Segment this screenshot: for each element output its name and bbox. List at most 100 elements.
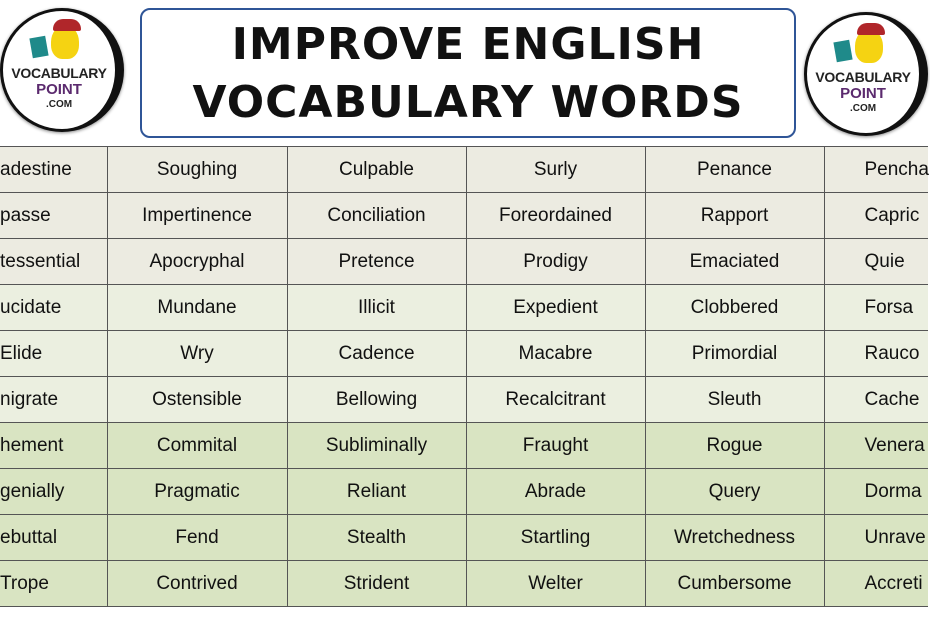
word: Culpable — [339, 158, 414, 180]
word: Ostensible — [152, 388, 242, 410]
word-cell: Commital — [106, 422, 288, 469]
logo-text: POINT — [840, 85, 886, 102]
word-cell: Pretence — [286, 238, 467, 285]
word: Surly — [533, 158, 578, 180]
logo-text: .COM — [849, 103, 877, 114]
word: Apocryphal — [149, 250, 245, 272]
table-row: passe Impertinence Conciliation Foreordaine… — [0, 192, 928, 239]
word: Conciliation — [327, 204, 426, 226]
word: adestine — [0, 158, 72, 180]
table-row: Elide Wry Cadence Macabre Primordial Rauco — [0, 330, 928, 377]
word-cell: ebuttal — [0, 514, 108, 561]
word: Query — [708, 480, 761, 502]
word-cell: Illicit — [286, 284, 467, 331]
word-cell: Conciliation — [286, 192, 467, 239]
word-cell: Primordial — [644, 330, 825, 377]
word-cell: Ostensible — [106, 376, 288, 423]
word-cell: adestine — [0, 146, 108, 193]
logo-text: .COM — [45, 99, 73, 110]
word: Trope — [0, 572, 49, 594]
word: Cache — [864, 388, 920, 410]
word-cell: Rogue — [644, 422, 825, 469]
word: Welter — [528, 572, 583, 594]
table-row: hement Commital Subliminally Fraught Rogue Ve… — [0, 422, 928, 469]
word-cell: Foreordained — [465, 192, 646, 239]
word: Fend — [175, 526, 219, 548]
word-cell: Dorma — [823, 468, 928, 515]
word-cell: Impertinence — [106, 192, 288, 239]
word-cell: Macabre — [465, 330, 646, 377]
word-cell: Prodigy — [465, 238, 646, 285]
logo-right: VOCABULARY POINT .COM — [804, 12, 928, 136]
word-cell: Welter — [465, 560, 646, 607]
word-cell: Culpable — [286, 146, 467, 193]
word-cell: Reliant — [286, 468, 467, 515]
word-cell: Abrade — [465, 468, 646, 515]
word-cell: Fend — [106, 514, 288, 561]
logo-text: VOCABULARY — [815, 69, 911, 85]
word: Sleuth — [707, 388, 762, 410]
title-box: IMPROVE ENGLISH VOCABULARY WORDS — [140, 8, 796, 138]
word-cell: Clobbered — [644, 284, 825, 331]
word-cell: Strident — [286, 560, 467, 607]
word-cell: Mundane — [106, 284, 288, 331]
word: Foreordained — [498, 204, 613, 226]
table-row: ebuttal Fend Stealth Startling Wretchedness U… — [0, 514, 928, 561]
word: Capric — [864, 204, 920, 226]
word: Wry — [180, 342, 214, 364]
word: Macabre — [518, 342, 593, 364]
word-cell: Unrave — [823, 514, 928, 561]
word-cell: Elide — [0, 330, 108, 377]
logo-text: VOCABULARY — [11, 65, 107, 81]
word-cell: Stealth — [286, 514, 467, 561]
book-icon — [29, 35, 49, 59]
word-cell: Cadence — [286, 330, 467, 377]
word: Startling — [520, 526, 591, 548]
word: genially — [0, 480, 65, 502]
word: Reliant — [346, 480, 407, 502]
word: Impertinence — [142, 204, 252, 226]
logo-text: POINT — [36, 81, 82, 98]
word: Soughing — [156, 158, 238, 180]
word: Pencha — [864, 158, 929, 180]
word: Rauco — [864, 342, 920, 364]
word: Venera — [864, 434, 925, 456]
word-cell: Contrived — [106, 560, 288, 607]
word-cell: Forsa — [823, 284, 928, 331]
word: Bellowing — [335, 388, 418, 410]
word: Cadence — [338, 342, 415, 364]
word: Primordial — [691, 342, 778, 364]
title-line-1: IMPROVE ENGLISH — [231, 19, 705, 70]
word-cell: Fraught — [465, 422, 646, 469]
word: ebuttal — [0, 526, 58, 548]
word-cell: Rapport — [644, 192, 825, 239]
word: Pragmatic — [154, 480, 240, 502]
hat-icon — [53, 19, 81, 31]
word-cell: Bellowing — [286, 376, 467, 423]
word: Expedient — [513, 296, 598, 318]
table-row: ucidate Mundane Illicit Expedient Clobbered F… — [0, 284, 928, 331]
word: Recalcitrant — [505, 388, 606, 410]
book-icon — [833, 39, 853, 63]
word: Prodigy — [523, 250, 588, 272]
word-cell: Subliminally — [286, 422, 467, 469]
word: Dorma — [864, 480, 922, 502]
word-cell: Quie — [823, 238, 928, 285]
title-line-2: VOCABULARY WORDS — [192, 77, 744, 128]
table-row: tessential Apocryphal Pretence Prodigy Emaci… — [0, 238, 928, 285]
word: Accreti — [864, 572, 923, 594]
word-cell: Pragmatic — [106, 468, 288, 515]
table-row: adestine Soughing Culpable Surly Penance Penc… — [0, 146, 929, 193]
hat-icon — [857, 23, 885, 35]
word-cell: Sleuth — [644, 376, 825, 423]
word: Clobbered — [690, 296, 779, 318]
word: ucidate — [0, 296, 62, 318]
word: Abrade — [524, 480, 587, 502]
word: Forsa — [864, 296, 914, 318]
word-cell: Capric — [823, 192, 928, 239]
word: Stealth — [346, 526, 407, 548]
word: Penance — [696, 158, 772, 180]
word: Unrave — [864, 526, 926, 548]
word-cell: Soughing — [106, 146, 288, 193]
table-row: genially Pragmatic Reliant Abrade Query Dorma — [0, 468, 928, 515]
